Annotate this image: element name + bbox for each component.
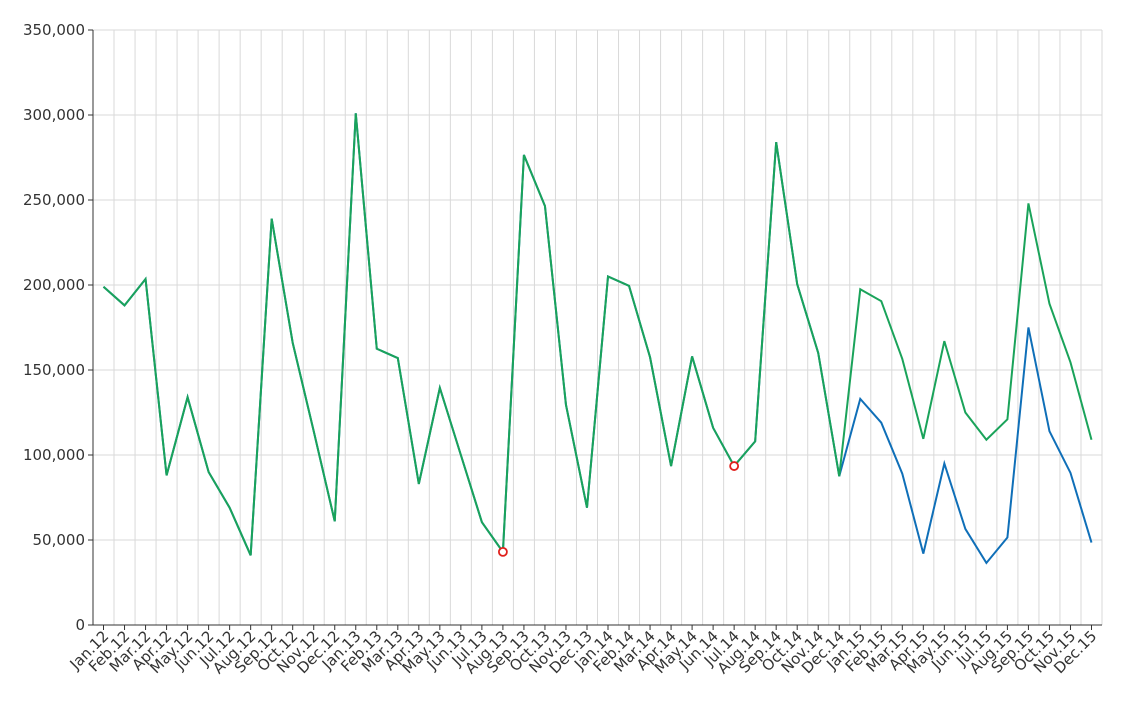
y-tick-label: 0 (75, 616, 85, 634)
highlight-marker (729, 461, 740, 471)
y-tick-label: 50,000 (33, 531, 86, 549)
y-tick-label: 250,000 (23, 191, 85, 209)
series-line (102, 113, 1093, 556)
y-tick-label: 350,000 (23, 21, 85, 39)
y-tick-label: 200,000 (23, 276, 85, 294)
y-tick-label: 100,000 (23, 446, 85, 464)
highlight-marker (498, 547, 508, 557)
y-tick-label: 300,000 (23, 106, 85, 124)
y-tick-label: 150,000 (23, 361, 85, 379)
